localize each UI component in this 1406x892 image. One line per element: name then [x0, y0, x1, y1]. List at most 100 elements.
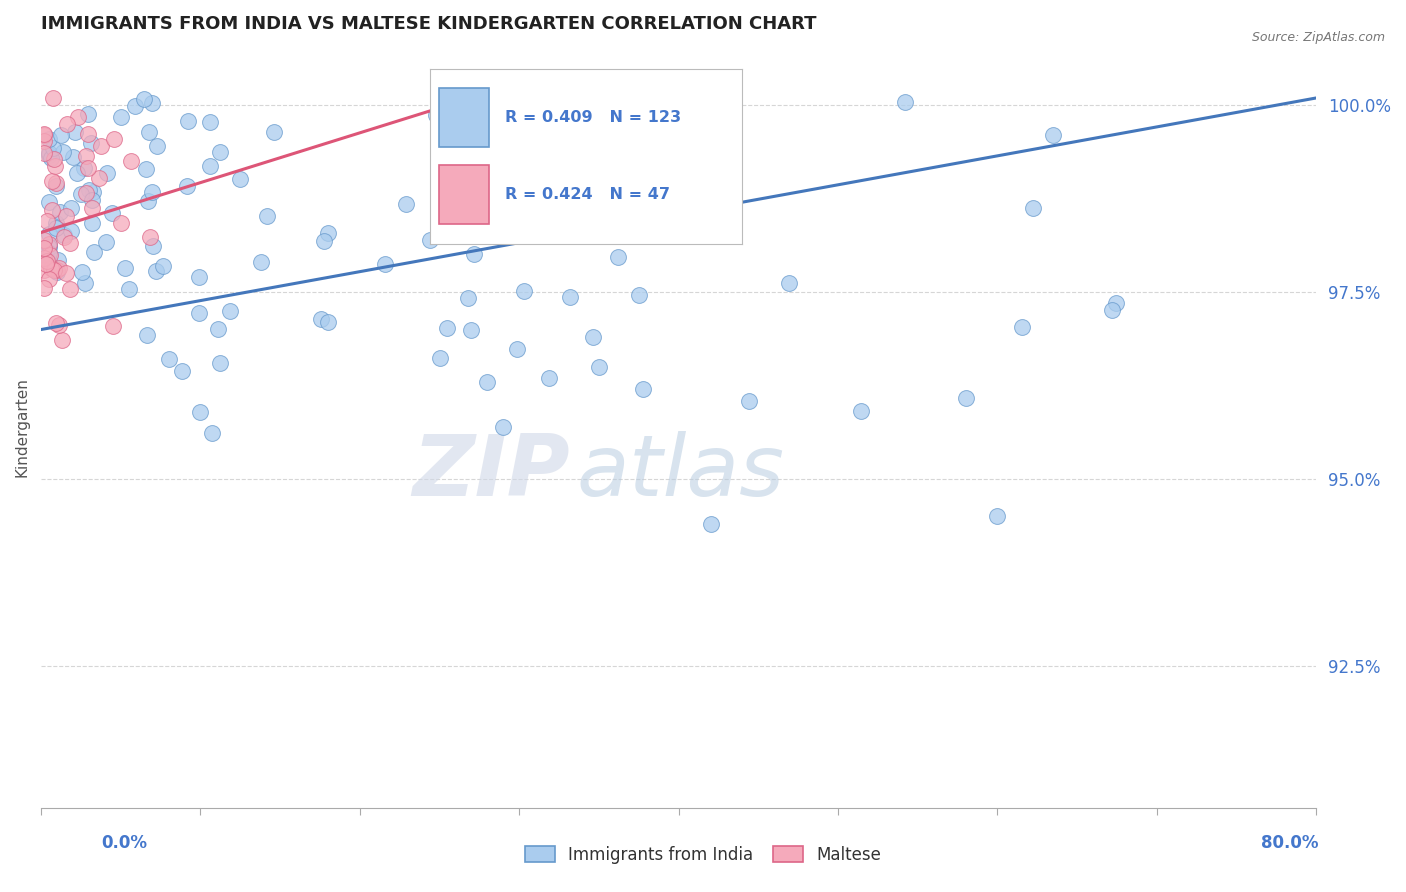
Point [37, 254, 59, 268]
Point [73, 276, 96, 290]
Point [46, 263, 69, 277]
Point [80, 136, 103, 150]
Point [34, 241, 56, 255]
Point [110, 216, 132, 230]
Point [198, 115, 221, 129]
Point [429, 351, 451, 366]
Point [188, 306, 211, 320]
Point [63, 124, 86, 138]
Point [986, 509, 1008, 524]
Point [48, 318, 70, 332]
Point [524, 143, 547, 157]
Point [477, 375, 499, 389]
Point [527, 135, 550, 149]
Point [124, 99, 146, 113]
Point [77, 107, 100, 121]
Point [537, 371, 560, 385]
Point [460, 322, 482, 336]
Point [208, 145, 231, 159]
Point [90, 138, 112, 153]
Point [560, 290, 582, 304]
Point [141, 185, 163, 199]
Point [475, 172, 498, 186]
Text: 0.0%: 0.0% [101, 834, 148, 852]
Point [38, 236, 60, 251]
Point [38, 145, 60, 160]
Point [110, 110, 132, 124]
Point [394, 196, 416, 211]
Legend: Immigrants from India, Maltese: Immigrants from India, Maltese [517, 839, 889, 871]
Point [738, 393, 761, 408]
Point [103, 132, 125, 146]
Point [87, 171, 110, 186]
Point [72, 265, 94, 279]
Point [142, 239, 165, 253]
Point [39, 151, 62, 165]
Point [506, 343, 529, 357]
Point [263, 125, 285, 139]
Point [52, 230, 75, 244]
Point [457, 291, 479, 305]
Point [59, 235, 82, 250]
Point [617, 209, 640, 223]
Point [34, 135, 56, 149]
Point [101, 205, 124, 219]
Point [38, 246, 60, 260]
Point [41, 202, 63, 217]
Point [45, 179, 67, 194]
Point [34, 281, 56, 295]
Point [135, 161, 157, 176]
Point [419, 233, 441, 247]
Point [467, 180, 489, 194]
Point [177, 113, 200, 128]
Point [172, 364, 194, 378]
Text: ZIP: ZIP [412, 431, 571, 514]
Point [778, 276, 800, 290]
Point [96, 166, 118, 180]
Point [157, 352, 180, 367]
Point [39, 261, 62, 276]
Point [82, 216, 104, 230]
Point [82, 185, 104, 199]
Point [46, 265, 69, 279]
Point [45, 220, 67, 235]
Point [96, 235, 118, 250]
Text: Source: ZipAtlas.com: Source: ZipAtlas.com [1251, 31, 1385, 45]
Point [208, 356, 231, 370]
Point [70, 186, 93, 201]
Point [44, 159, 66, 173]
Point [60, 201, 83, 215]
Point [207, 321, 229, 335]
Point [515, 174, 537, 188]
Point [38, 194, 60, 209]
Point [1105, 296, 1128, 310]
Point [588, 359, 610, 374]
Point [55, 266, 77, 280]
Point [256, 210, 278, 224]
Point [120, 153, 142, 168]
Point [48, 204, 70, 219]
Point [678, 107, 700, 121]
Point [49, 128, 72, 143]
Point [316, 226, 339, 240]
Point [146, 139, 169, 153]
Point [250, 255, 273, 269]
Point [607, 250, 630, 264]
Point [62, 150, 84, 164]
Point [451, 109, 474, 123]
Point [38, 131, 60, 145]
Point [699, 516, 721, 531]
Point [425, 108, 447, 122]
Point [114, 261, 136, 276]
Point [41, 173, 63, 187]
Point [101, 318, 124, 333]
Point [633, 382, 655, 396]
Point [44, 153, 66, 167]
Point [450, 183, 472, 197]
Point [141, 95, 163, 110]
Point [73, 161, 96, 175]
Point [176, 179, 198, 194]
Point [138, 125, 160, 139]
Point [38, 148, 60, 162]
Point [66, 110, 89, 124]
